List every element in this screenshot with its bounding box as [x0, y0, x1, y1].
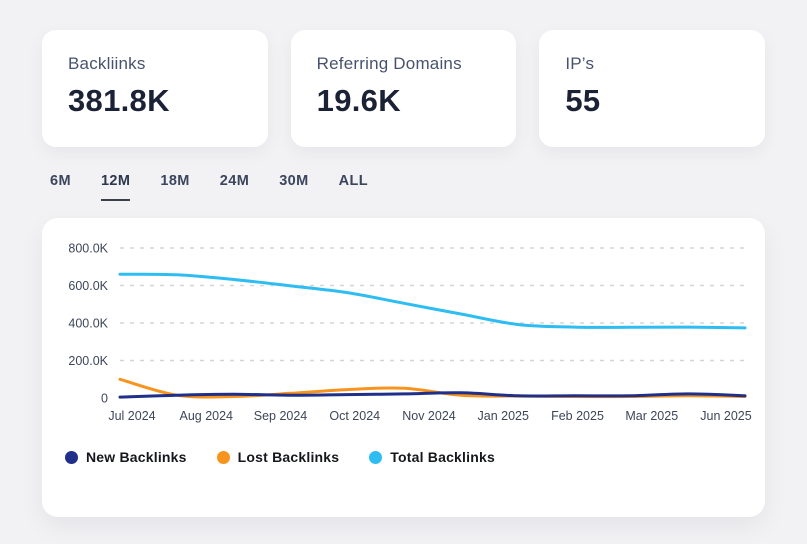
tab-6m[interactable]: 6M	[50, 173, 71, 189]
x-axis-tick-label: Mar 2025	[625, 409, 678, 423]
legend-label: Total Backlinks	[390, 449, 495, 465]
chart-legend: New Backlinks Lost Backlinks Total Backl…	[65, 449, 765, 465]
x-axis-tick-label: Nov 2024	[402, 409, 456, 423]
x-axis-tick-label: Jan 2025	[478, 409, 529, 423]
y-axis-tick-label: 600.0K	[68, 279, 108, 293]
stat-label: Backliinks	[68, 54, 146, 73]
stat-card-ips: IP’s 55	[539, 30, 766, 147]
y-axis-tick-label: 800.0K	[68, 242, 108, 256]
legend-item-new-backlinks[interactable]: New Backlinks	[65, 449, 187, 465]
total-backlinks-line	[118, 272, 747, 330]
legend-item-lost-backlinks[interactable]: Lost Backlinks	[216, 449, 340, 465]
tab-18m[interactable]: 18M	[160, 173, 190, 189]
x-axis-tick-label: Jun 2025	[700, 409, 751, 423]
x-axis-tick-label: Feb 2025	[551, 409, 604, 423]
tab-30m[interactable]: 30M	[279, 173, 309, 189]
new-backlinks-dot-icon	[65, 450, 78, 464]
time-range-tabs: 6M 12M 18M 24M 30M ALL	[50, 173, 765, 201]
tab-24m[interactable]: 24M	[219, 173, 250, 189]
new-backlinks-line	[118, 391, 747, 399]
y-axis-tick-label: 200.0K	[68, 354, 108, 368]
backlinks-dashboard: Backliinks 381.8K Referring Domains 19.6…	[42, 30, 766, 517]
stat-value: 19.6K	[316, 83, 401, 118]
y-axis-tick-label: 400.0K	[68, 317, 108, 331]
stat-label: IP’s	[565, 54, 595, 73]
backlinks-chart-panel: 800.0K 600.0K 400.0K 200.0K 0 Jul 2024 Aug 202…	[42, 218, 765, 517]
x-axis-tick-label: Jul 2024	[108, 409, 155, 423]
legend-label: New Backlinks	[86, 449, 187, 465]
total-backlinks-dot-icon	[369, 450, 383, 464]
legend-item-total-backlinks[interactable]: Total Backlinks	[369, 449, 495, 465]
y-axis-tick-label: 0	[101, 392, 108, 406]
tab-all[interactable]: ALL	[338, 173, 369, 189]
stat-card-backlinks: Backliinks 381.8K	[42, 30, 268, 147]
stat-value: 55	[565, 83, 601, 118]
x-axis-tick-label: Aug 2024	[179, 409, 233, 423]
stat-cards-row: Backliinks 381.8K Referring Domains 19.6…	[42, 30, 766, 147]
x-axis-tick-label: Oct 2024	[329, 409, 380, 423]
stat-label: Referring Domains	[316, 54, 462, 73]
tab-12m[interactable]: 12M	[100, 173, 131, 201]
legend-label: Lost Backlinks	[237, 449, 340, 465]
lost-backlinks-dot-icon	[216, 450, 230, 464]
x-axis-tick-label: Sep 2024	[254, 409, 308, 423]
stat-card-referring-domains: Referring Domains 19.6K	[290, 30, 517, 147]
stat-value: 381.8K	[68, 83, 170, 118]
